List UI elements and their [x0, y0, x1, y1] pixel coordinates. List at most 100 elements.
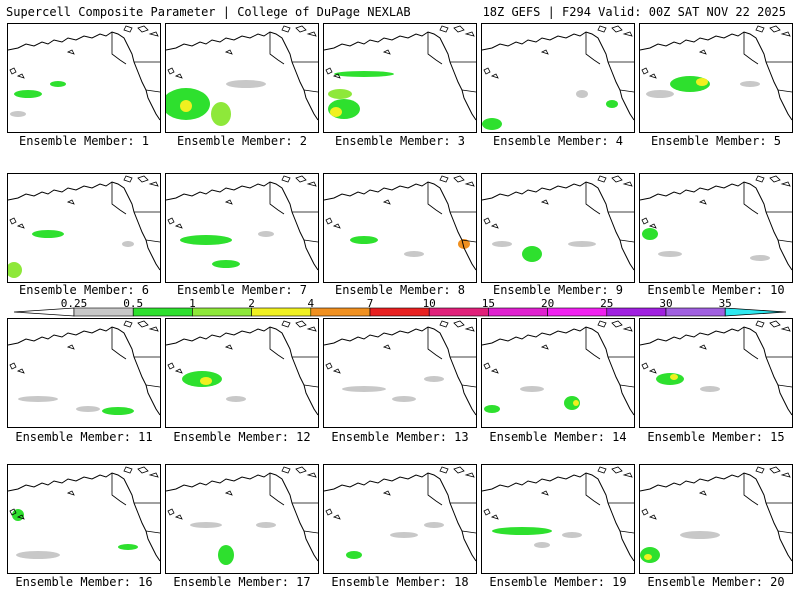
scp-contour: [334, 71, 394, 77]
coastline: [166, 31, 318, 121]
scp-contour: [180, 235, 232, 245]
scp-contour: [10, 111, 26, 117]
island: [325, 508, 333, 516]
scp-contour: [350, 236, 378, 244]
scp-contour: [492, 527, 552, 535]
island: [540, 344, 549, 350]
political-border: [743, 473, 759, 506]
political-border: [269, 473, 285, 506]
map-title: Supercell Composite Parameter | College …: [6, 5, 411, 19]
scale-arrow-high: [724, 307, 787, 317]
ensemble-map-panel: [481, 23, 635, 133]
island: [167, 508, 175, 516]
political-border: [743, 32, 759, 65]
political-border: [743, 327, 759, 360]
ensemble-map-panel: [165, 464, 319, 574]
island: [540, 490, 549, 496]
island: [780, 326, 791, 332]
island: [148, 31, 159, 37]
scp-contour: [740, 81, 760, 87]
island: [16, 368, 25, 374]
coastline: [640, 31, 792, 121]
scp-contour: [211, 102, 231, 126]
political-border: [111, 473, 127, 506]
island: [148, 326, 159, 332]
political-border: [303, 384, 318, 388]
island: [622, 181, 633, 187]
island: [490, 368, 499, 374]
island: [453, 320, 465, 328]
island: [453, 175, 465, 183]
island: [641, 217, 649, 225]
island: [439, 320, 449, 328]
island: [755, 175, 765, 183]
island: [306, 181, 317, 187]
island: [769, 175, 781, 183]
island: [597, 25, 607, 33]
island: [306, 472, 317, 478]
island: [16, 223, 25, 229]
scp-contour: [484, 405, 500, 413]
island: [123, 466, 133, 474]
political-border: [427, 32, 443, 65]
island: [382, 490, 391, 496]
scp-contour: [670, 374, 678, 380]
scp-contour: [520, 386, 544, 392]
ensemble-member-caption: Ensemble Member: 5: [650, 134, 782, 148]
ensemble-member-caption: Ensemble Member: 2: [176, 134, 308, 148]
scp-contour: [76, 406, 100, 412]
island: [611, 320, 623, 328]
ensemble-map-panel: [165, 318, 319, 428]
ensemble-member-caption: Ensemble Member: 7: [176, 283, 308, 297]
scale-tick-label: 7: [366, 297, 374, 310]
island: [9, 217, 17, 225]
coastline: [482, 31, 634, 121]
island: [597, 320, 607, 328]
scp-contour: [32, 230, 64, 238]
island: [167, 217, 175, 225]
coastline: [166, 181, 318, 271]
scp-contour: [212, 260, 240, 268]
scp-contour: [258, 231, 274, 237]
scale-tick-label: 20: [540, 297, 555, 310]
island: [148, 181, 159, 187]
scp-contour: [644, 554, 652, 560]
ensemble-map: [482, 320, 634, 416]
ensemble-member-caption: Ensemble Member: 14: [489, 430, 627, 444]
ensemble-member-caption: Ensemble Member: 3: [334, 134, 466, 148]
scp-contour: [342, 386, 386, 392]
scp-contour: [606, 100, 618, 108]
island: [137, 320, 149, 328]
island: [66, 344, 75, 350]
scale-tick-label: 15: [481, 297, 496, 310]
ensemble-member-caption: Ensemble Member: 6: [18, 283, 150, 297]
ensemble-member-caption: Ensemble Member: 13: [331, 430, 469, 444]
scp-contour: [226, 396, 246, 402]
coastline: [640, 181, 792, 271]
scale-tick-label: 1: [189, 297, 196, 310]
ensemble-map-panel: [481, 464, 635, 574]
scale-tick-label: 2: [248, 297, 255, 310]
ensemble-member-caption: Ensemble Member: 11: [15, 430, 153, 444]
ensemble-map: [324, 320, 476, 416]
coastline: [640, 326, 792, 416]
island: [698, 490, 707, 496]
island: [622, 31, 633, 37]
scp-contour: [16, 551, 60, 559]
island: [490, 514, 499, 520]
island: [641, 508, 649, 516]
political-border: [145, 384, 160, 388]
island: [698, 344, 707, 350]
coastline: [8, 472, 160, 562]
scp-contour: [256, 522, 276, 528]
scp-contour: [18, 396, 58, 402]
ensemble-map: [324, 175, 476, 271]
ensemble-map-panel: [481, 173, 635, 283]
ensemble-map: [166, 175, 318, 271]
ensemble-map-panel: [165, 173, 319, 283]
ensemble-map: [8, 175, 160, 278]
run-valid-time: 18Z GEFS | F294 Valid: 00Z SAT NOV 22 20…: [482, 5, 786, 19]
island: [281, 25, 291, 33]
ensemble-member-caption: Ensemble Member: 10: [647, 283, 785, 297]
island: [769, 320, 781, 328]
